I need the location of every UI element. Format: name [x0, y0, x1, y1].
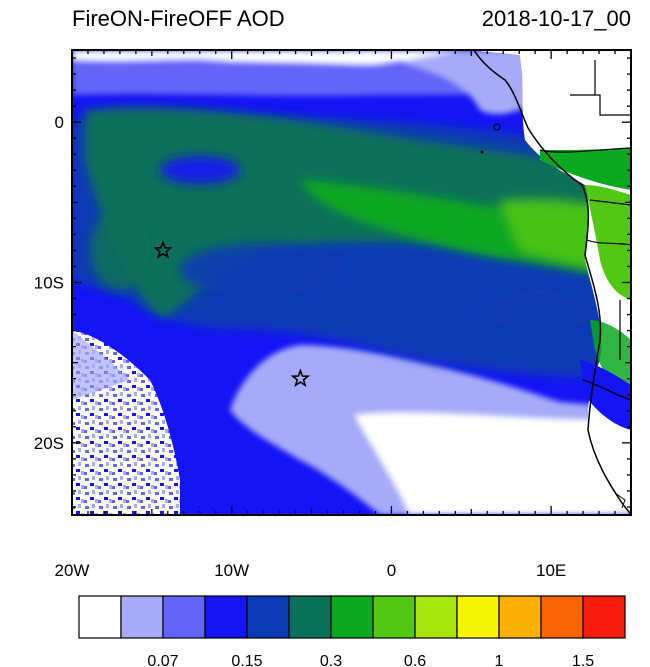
colorbar-box [204, 595, 248, 639]
colorbar-label: 0.07 [147, 653, 178, 667]
colorbar-box [78, 595, 122, 639]
colorbar-box [456, 595, 500, 639]
map-frame [71, 49, 632, 516]
colorbar-box [582, 595, 626, 639]
x-tick-label: 0 [387, 561, 396, 580]
x-tick-label: 20W [55, 561, 90, 580]
colorbar: 0.07 0.15 0.3 0.6 1 1.5 [78, 595, 626, 667]
x-tick-label: 10E [536, 561, 566, 580]
aod-field [72, 50, 631, 515]
colorbar-box [330, 595, 374, 639]
y-tick-label: 10S [34, 274, 64, 293]
tick-labels: 20W 10W 0 10E 0 10S 20S [34, 113, 567, 580]
colorbar-label: 1 [495, 653, 504, 667]
y-tick-label: 20S [34, 434, 64, 453]
colorbar-box [162, 595, 206, 639]
marker-layer [153, 240, 311, 388]
y-tick-label: 0 [55, 113, 64, 132]
colorbar-box [120, 595, 164, 639]
colorbar-label: 0.6 [404, 653, 426, 667]
colorbar-box [540, 595, 584, 639]
colorbar-box [498, 595, 542, 639]
colorbar-label: 1.5 [572, 653, 594, 667]
star-marker [290, 368, 311, 388]
colorbar-box [414, 595, 458, 639]
map-title: FireON-FireOFF AOD [72, 6, 285, 31]
colorbar-box [246, 595, 290, 639]
colorbar-box [372, 595, 416, 639]
colorbar-label: 0.3 [320, 653, 342, 667]
colorbar-box [288, 595, 332, 639]
colorbar-label: 0.15 [231, 653, 262, 667]
star-marker [153, 240, 173, 259]
x-tick-label: 10W [214, 561, 249, 580]
date-label: 2018-10-17_00 [482, 6, 631, 31]
